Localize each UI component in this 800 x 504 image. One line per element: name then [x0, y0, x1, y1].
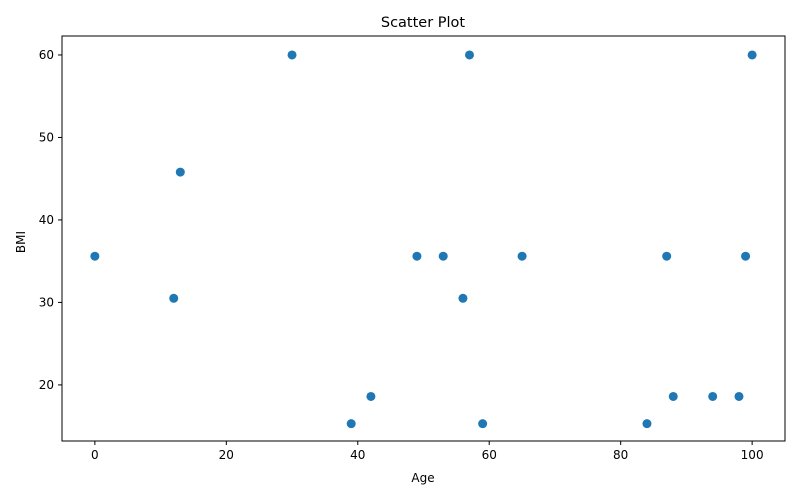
data-points	[90, 50, 757, 429]
scatter-point	[668, 391, 678, 401]
x-tick-label: 100	[741, 448, 764, 462]
scatter-point	[175, 167, 185, 177]
y-tick-label: 30	[39, 295, 54, 309]
scatter-point	[478, 419, 488, 429]
y-axis-ticks: 20 30 40 50 60	[39, 48, 62, 392]
scatter-point	[642, 419, 652, 429]
scatter-point	[734, 391, 744, 401]
plot-frame	[61, 35, 786, 442]
x-tick-label: 0	[91, 448, 99, 462]
x-tick-label: 60	[482, 448, 497, 462]
y-tick-label: 60	[39, 48, 54, 62]
y-tick-label: 40	[39, 213, 54, 227]
scatter-point	[366, 391, 376, 401]
scatter-point	[747, 50, 757, 60]
y-tick-label: 20	[39, 378, 54, 392]
scatter-point	[708, 391, 718, 401]
chart-title: Scatter Plot	[381, 15, 466, 31]
x-tick-label: 80	[613, 448, 628, 462]
scatter-point	[287, 50, 297, 60]
x-axis-label: Age	[411, 471, 434, 485]
scatter-point	[517, 251, 527, 261]
scatter-point	[90, 251, 100, 261]
scatter-point	[458, 293, 468, 303]
scatter-point	[438, 251, 448, 261]
y-tick-label: 50	[39, 130, 54, 144]
y-axis-label: BMI	[14, 231, 28, 253]
scatter-point	[169, 293, 179, 303]
x-tick-label: 40	[350, 448, 365, 462]
scatter-point	[346, 419, 356, 429]
scatter-point	[662, 251, 672, 261]
scatter-point	[741, 251, 751, 261]
scatter-point	[465, 50, 475, 60]
scatter-point	[412, 251, 422, 261]
x-tick-label: 20	[219, 448, 234, 462]
x-axis-ticks: 0 20 40 60 80 100	[91, 441, 764, 462]
